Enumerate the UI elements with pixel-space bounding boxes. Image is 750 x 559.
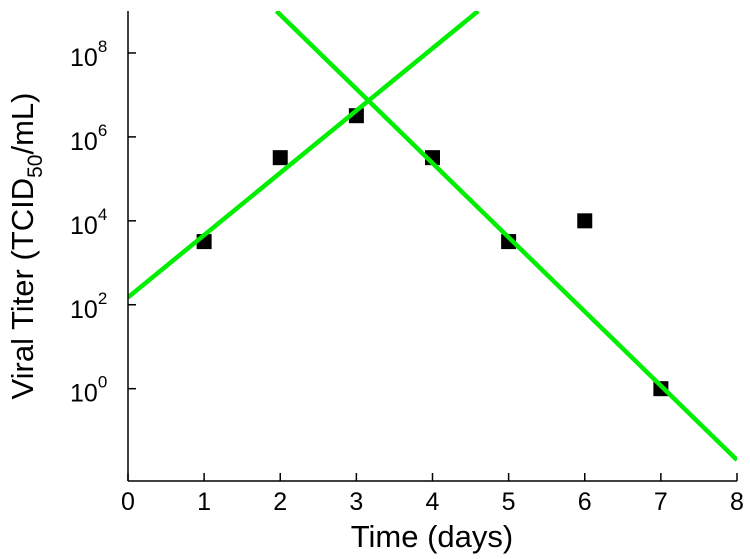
y-tick-label: 102 — [70, 289, 107, 324]
data-point-2 — [272, 150, 288, 166]
x-tick-label: 8 — [730, 488, 744, 516]
x-tick-label: 1 — [197, 488, 211, 516]
x-tick-label: 3 — [349, 488, 363, 516]
y-tick-label: 100 — [70, 373, 107, 408]
x-tick-label: 5 — [502, 488, 516, 516]
y-tick-label: 106 — [70, 121, 107, 156]
x-tick-label: 4 — [426, 488, 440, 516]
x-tick-label: 0 — [121, 488, 135, 516]
data-point-5 — [501, 234, 517, 250]
data-point-6 — [577, 213, 593, 229]
fit-line-2 — [274, 11, 737, 462]
x-tick-label: 6 — [578, 488, 592, 516]
y-tick-label: 104 — [70, 205, 107, 240]
fit-line-1 — [128, 11, 480, 300]
y-axis-title: Viral Titer (TCID50/mL) — [5, 93, 47, 400]
x-tick-label: 2 — [273, 488, 287, 516]
y-tick-label: 108 — [70, 37, 107, 72]
x-tick-label: 7 — [654, 488, 668, 516]
x-axis-title: Time (days) — [351, 519, 513, 554]
